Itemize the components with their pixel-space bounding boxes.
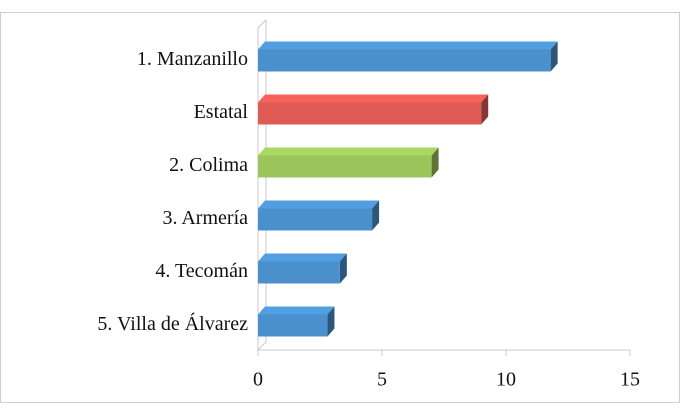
x-tick-label: 15: [620, 369, 640, 391]
bar-top: [258, 253, 347, 262]
bar: [258, 208, 373, 231]
bar-side: [431, 147, 439, 178]
bar-top: [258, 306, 335, 315]
bar-side: [550, 41, 558, 72]
bar-top: [258, 200, 380, 209]
y-tick-label: Estatal: [194, 101, 249, 123]
chart-border: [0, 12, 680, 403]
x-tick-label: 0: [253, 369, 263, 391]
bar-top: [258, 147, 439, 156]
bar-top: [258, 94, 489, 103]
bar-side: [372, 200, 380, 231]
bar-side: [481, 94, 489, 125]
y-tick-label: 5. Villa de Álvarez: [97, 312, 248, 335]
bar-top: [258, 41, 558, 50]
y-tick-label: 4. Tecomán: [155, 260, 248, 282]
x-tick-label: 5: [377, 369, 387, 391]
y-tick-label: 2. Colima: [169, 154, 248, 176]
floor-edge: [257, 341, 267, 351]
plot-wall: [257, 19, 630, 351]
wall-top-edge: [257, 19, 267, 29]
bar-side: [327, 306, 335, 337]
y-tick-label: 1. Manzanillo: [137, 48, 248, 70]
y-tick-label: 3. Armería: [162, 207, 248, 229]
x-tick-label: 10: [496, 369, 516, 391]
bar: [258, 261, 340, 284]
bar: [258, 155, 432, 178]
bar: [258, 314, 328, 337]
bar: [258, 102, 482, 125]
bar: [258, 49, 551, 72]
bar-side: [339, 253, 347, 284]
